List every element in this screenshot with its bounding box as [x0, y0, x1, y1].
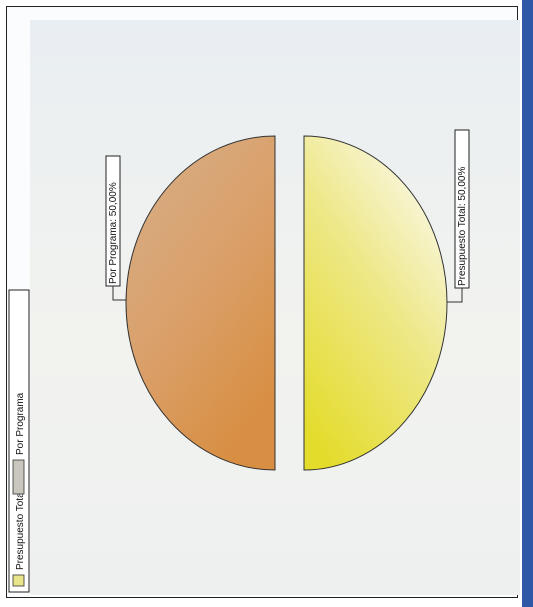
leader-line-por-programa	[112, 286, 126, 301]
legend-label-presupuesto-total: Presupuesto Total	[15, 490, 26, 570]
legend-swatch-presupuesto-total	[12, 574, 25, 587]
legend-label-por-programa: Por Programa	[15, 392, 26, 455]
label-presupuesto-total: Presupuesto Total: 50,00%	[457, 167, 468, 286]
leader-line-presupuesto-total	[447, 288, 463, 303]
legend-swatch-por-programa	[12, 459, 25, 495]
edge-bar	[522, 0, 533, 607]
legend: Presupuesto Total Por Programa	[8, 289, 30, 593]
legend-box	[8, 289, 30, 593]
label-por-programa: Por Programa: 50,00%	[108, 182, 119, 284]
slice-presupuesto-total	[303, 135, 448, 471]
slice-por-programa	[125, 135, 276, 471]
